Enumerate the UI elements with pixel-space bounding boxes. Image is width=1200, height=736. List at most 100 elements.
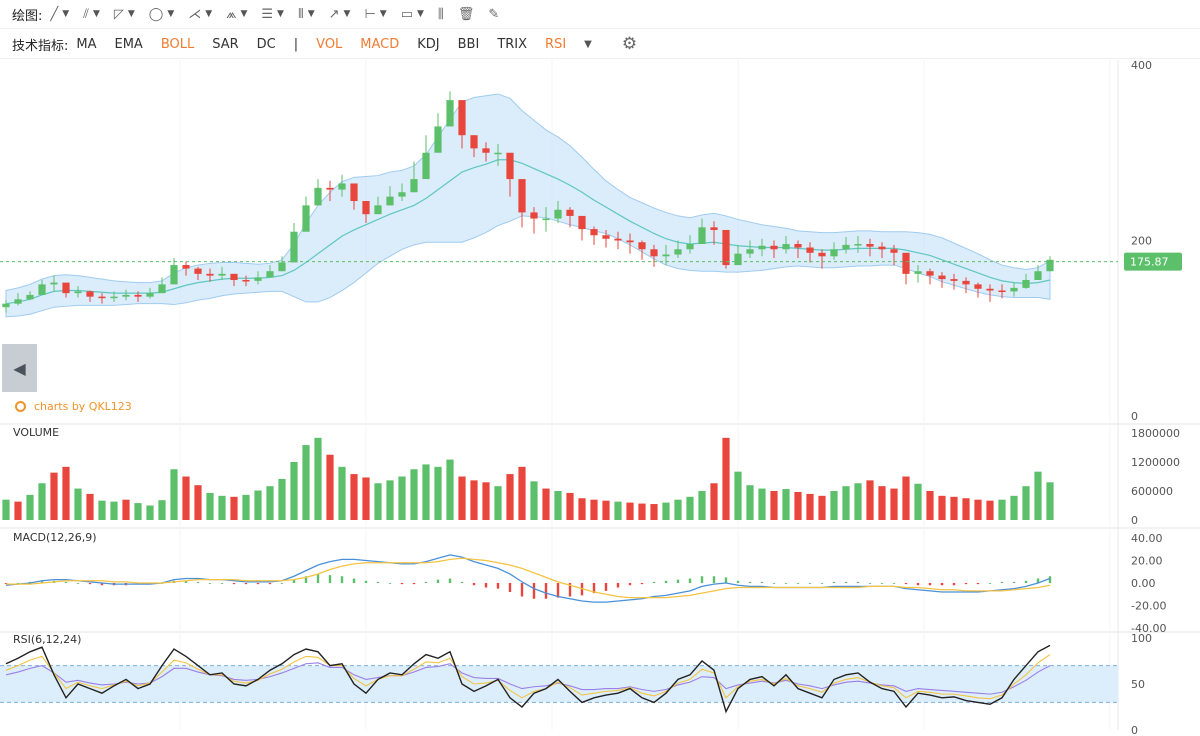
volume-bar [590, 499, 598, 520]
volume-bar [842, 486, 850, 520]
volume-bar [650, 504, 658, 520]
volume-tick-label: 1800000 [1131, 427, 1180, 440]
macd-histogram-bar [820, 583, 824, 584]
candle-style-button[interactable]: ⫼ [438, 7, 444, 22]
macd-histogram-bar [496, 583, 500, 589]
volume-bar [710, 483, 718, 520]
macd-histogram-bar [640, 583, 644, 585]
volume-bar [542, 488, 550, 520]
macd-histogram-bar [364, 580, 368, 583]
indicator-bbi[interactable]: BBI [457, 36, 480, 52]
chevron-down-icon[interactable]: ▼ [307, 9, 315, 19]
eraser-button[interactable]: ✎ [488, 7, 499, 22]
macd-histogram-bar [988, 583, 992, 584]
candle-body [98, 296, 106, 299]
chevron-down-icon[interactable]: ▼ [343, 9, 351, 19]
macd-histogram-bar [208, 583, 212, 584]
volume-bar [554, 491, 562, 520]
volume-bar [1010, 495, 1018, 520]
arrow-tool-icon: ↗ [328, 6, 340, 22]
chevron-down-icon[interactable]: ▼ [127, 9, 135, 19]
pattern-tool-button[interactable]: ⩕ ▼ [226, 7, 247, 22]
volume-bar [218, 495, 226, 520]
gann-tool-button[interactable]: ⦀ ▼ [298, 7, 315, 22]
chevron-left-icon: ◀ [13, 358, 26, 378]
macd-histogram-bar [388, 583, 392, 584]
volume-bar [74, 488, 82, 520]
candle-body [206, 273, 214, 276]
candle-body [134, 294, 142, 297]
candle-body [686, 244, 694, 250]
chart-canvas[interactable]: 400 200 0 1800000 1200000 600000 0 40.00 20.00 0.… [0, 60, 1200, 736]
circle-tool-button[interactable]: ◯ ▼ [149, 7, 174, 22]
indicator-boll[interactable]: BOLL [160, 36, 195, 52]
macd-histogram-bar [196, 581, 200, 583]
candle-body [962, 280, 970, 285]
candle-body [230, 273, 238, 280]
volume-bar [242, 494, 250, 520]
indicator-rsi[interactable]: RSI [545, 36, 567, 52]
volume-bar [962, 498, 970, 520]
indicator-kdj[interactable]: KDJ [417, 36, 440, 52]
indicator-sar[interactable]: SAR [212, 36, 239, 52]
volume-bar [26, 494, 34, 520]
chevron-down-icon[interactable]: ▼ [277, 9, 284, 19]
macd-tick-label: 40.00 [1131, 532, 1163, 545]
chevron-down-icon[interactable]: ▼ [379, 9, 387, 19]
chevron-down-icon[interactable]: ▼ [62, 9, 70, 19]
indicator-list: MA EMA BOLL SAR DC | VOL MACD KDJ BBI TRIX RSI [76, 37, 584, 52]
wave-tool-button[interactable]: ⋌ ▼ [188, 7, 212, 22]
volume-bar [518, 466, 526, 520]
candle-body [1022, 279, 1030, 288]
boll-band [5, 93, 1051, 318]
line-tool-button[interactable]: ╱ ▼ [50, 7, 69, 22]
indicator-dc[interactable]: DC [256, 36, 276, 52]
price-tick-label: 0 [1131, 410, 1138, 423]
chevron-down-icon[interactable]: ▼ [167, 9, 175, 19]
volume-bar [662, 502, 670, 520]
macd-histogram-bar [460, 581, 464, 583]
indicator-label: 技术指标: [12, 38, 69, 54]
comment-tool-button[interactable]: ▭ ▼ [401, 7, 424, 22]
macd-histogram-bar [592, 583, 596, 594]
candle-body [482, 148, 490, 153]
macd-histogram-bar [892, 583, 896, 584]
candle-body [650, 249, 658, 257]
candle-body [938, 275, 946, 280]
candle-body [398, 192, 406, 197]
candle-body [926, 271, 934, 276]
volume-bar [698, 491, 706, 520]
trash-button[interactable]: 🗑 [458, 7, 475, 22]
brand-text: charts by QKL123 [34, 400, 132, 413]
indicator-ema[interactable]: EMA [114, 36, 143, 52]
ray-tool-button[interactable]: ⫽ ▼ [83, 7, 100, 22]
candle-body [194, 268, 202, 274]
qkl-logo-icon [15, 401, 26, 412]
candle-body [674, 249, 682, 255]
chevron-down-icon[interactable]: ▼ [416, 9, 424, 19]
chevron-down-icon[interactable]: ▼ [205, 9, 213, 19]
volume-bar [734, 471, 742, 520]
triangle-tool-button[interactable]: ◸ ▼ [114, 7, 135, 22]
chevron-down-icon[interactable]: ▼ [240, 9, 248, 19]
volume-bar [230, 496, 238, 520]
candle-body [314, 187, 322, 206]
collapse-panel-button[interactable]: ◀ [2, 344, 37, 392]
indicator-ma[interactable]: MA [76, 36, 97, 52]
indicator-vol[interactable]: VOL [316, 36, 343, 52]
ray-tool-icon: ⫽ [83, 6, 89, 22]
arrow-tool-button[interactable]: ↗ ▼ [329, 7, 351, 22]
volume-bar [950, 496, 958, 520]
measure-tool-button[interactable]: ⊢ ▼ [364, 7, 386, 22]
indicator-trix[interactable]: TRIX [497, 36, 528, 52]
rsi-rsi6-line [5, 644, 1051, 714]
indicator-dropdown-icon[interactable]: ▼ [584, 38, 592, 50]
fibonacci-tool-button[interactable]: ☰ ▼ [261, 7, 284, 22]
indicator-separator: | [293, 36, 299, 52]
macd-histogram-bar [796, 583, 800, 584]
indicator-macd[interactable]: MACD [360, 36, 400, 52]
macd-histogram-bar [808, 583, 812, 584]
volume-bar [902, 476, 910, 520]
gear-icon[interactable]: ⚙ [621, 34, 638, 54]
chevron-down-icon[interactable]: ▼ [92, 9, 100, 19]
